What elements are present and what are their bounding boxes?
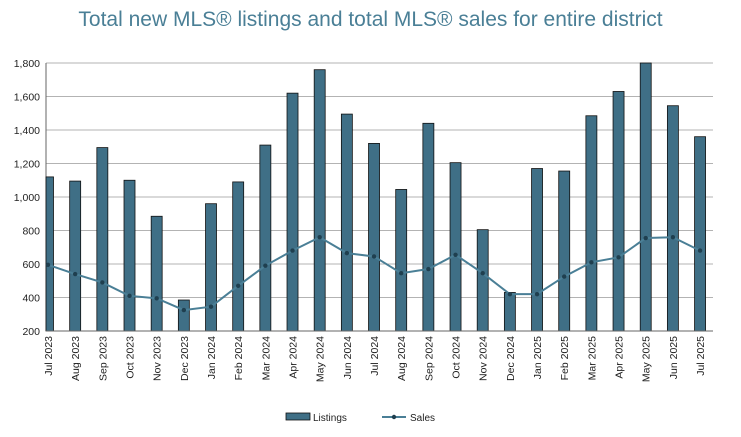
y-tick-label: 600 bbox=[22, 259, 40, 271]
sales-point bbox=[453, 252, 458, 257]
bar-listings bbox=[150, 215, 163, 332]
x-tick-label: Jul 2023 bbox=[43, 336, 55, 376]
x-tick-label: Jan 2025 bbox=[532, 336, 544, 379]
sales-point bbox=[670, 235, 676, 240]
bar-listings bbox=[123, 179, 136, 332]
x-tick-label: Jul 2025 bbox=[695, 336, 707, 376]
bar-listings bbox=[422, 122, 435, 332]
y-tick-label: 200 bbox=[22, 326, 40, 338]
sales-point bbox=[45, 262, 51, 268]
y-tick-label: 1,200 bbox=[14, 159, 40, 171]
sales-point bbox=[697, 248, 703, 253]
sales-point bbox=[534, 291, 540, 297]
sales-point bbox=[426, 266, 431, 272]
legend-swatch-listings bbox=[285, 412, 311, 421]
sales-point bbox=[480, 271, 485, 276]
sales-point bbox=[181, 307, 187, 313]
x-tick-label: Apr 2024 bbox=[288, 336, 300, 379]
bar-listings bbox=[476, 229, 489, 332]
sales-point bbox=[398, 271, 404, 276]
bar-listings bbox=[313, 69, 326, 332]
bar-listings bbox=[395, 189, 408, 332]
legend-marker-sales bbox=[391, 414, 397, 420]
bar-listings bbox=[340, 113, 353, 332]
x-tick-label: Jul 2024 bbox=[369, 336, 381, 376]
y-tick-label: 800 bbox=[22, 226, 40, 238]
bar-listings bbox=[558, 170, 571, 332]
x-tick-label: Mar 2024 bbox=[260, 336, 272, 381]
sales-point bbox=[317, 235, 322, 240]
bar-listings bbox=[177, 299, 190, 332]
bar-listings bbox=[45, 176, 54, 332]
legend-label-listings: Listings bbox=[313, 413, 347, 424]
x-tick-label: Aug 2023 bbox=[70, 336, 82, 381]
chart-title: Total new MLS® listings and total MLS® s… bbox=[78, 8, 663, 31]
sales-point bbox=[344, 250, 350, 256]
bar-listings bbox=[585, 115, 598, 332]
bar-listings bbox=[286, 92, 299, 332]
sales-point bbox=[589, 260, 594, 265]
x-tick-label: Mar 2025 bbox=[586, 336, 598, 381]
legend-label-sales: Sales bbox=[410, 413, 435, 424]
y-tick-label: 1,800 bbox=[14, 58, 40, 70]
bar-listings bbox=[96, 147, 109, 332]
x-tick-label: Feb 2024 bbox=[233, 336, 245, 381]
y-tick-label: 1,400 bbox=[14, 125, 40, 137]
sales-point bbox=[208, 304, 214, 309]
sales-point bbox=[235, 283, 241, 288]
x-tick-label: Nov 2023 bbox=[152, 336, 164, 381]
sales-point bbox=[127, 293, 132, 299]
bar-listings bbox=[205, 203, 217, 332]
x-tick-label: May 2024 bbox=[315, 336, 327, 382]
bar-listings bbox=[259, 144, 272, 332]
x-tick-label: Dec 2023 bbox=[179, 336, 191, 381]
x-tick-label: Aug 2024 bbox=[396, 336, 408, 381]
bar-listings bbox=[612, 91, 625, 332]
x-tick-label: Jan 2024 bbox=[206, 336, 218, 379]
bar-listings bbox=[666, 105, 679, 332]
x-tick-label: Apr 2025 bbox=[614, 336, 626, 379]
sales-point bbox=[72, 271, 78, 277]
x-tick-label: Sep 2024 bbox=[423, 336, 435, 381]
sales-point bbox=[290, 248, 295, 253]
y-tick-label: 400 bbox=[22, 293, 40, 305]
x-tick-label: Jun 2024 bbox=[342, 336, 354, 379]
sales-point bbox=[616, 255, 621, 260]
bar-listings bbox=[449, 162, 462, 332]
bar-listings bbox=[639, 62, 652, 332]
sales-point bbox=[371, 254, 377, 259]
x-tick-label: Jun 2025 bbox=[668, 336, 680, 379]
bar-listings bbox=[368, 142, 380, 332]
x-tick-label: Nov 2024 bbox=[478, 336, 490, 381]
sales-point bbox=[562, 274, 567, 279]
bar-listings bbox=[694, 136, 706, 332]
x-tick-label: Feb 2025 bbox=[559, 336, 571, 381]
y-tick-label: 1,000 bbox=[14, 192, 40, 204]
y-tick-label: 1,600 bbox=[14, 92, 40, 104]
sales-point bbox=[154, 296, 159, 301]
x-tick-label: Oct 2023 bbox=[125, 336, 137, 379]
x-tick-label: Oct 2024 bbox=[451, 336, 463, 379]
bar-listings bbox=[531, 168, 543, 332]
x-tick-label: Dec 2024 bbox=[505, 336, 517, 381]
bar-listings bbox=[503, 292, 516, 332]
x-tick-label: May 2025 bbox=[641, 336, 653, 382]
sales-point bbox=[643, 235, 648, 241]
sales-point bbox=[263, 263, 268, 268]
bar-listings bbox=[232, 181, 245, 332]
bar-listings bbox=[69, 180, 82, 332]
sales-point bbox=[507, 291, 513, 297]
x-tick-label: Sep 2023 bbox=[97, 336, 109, 381]
sales-point bbox=[100, 280, 105, 285]
